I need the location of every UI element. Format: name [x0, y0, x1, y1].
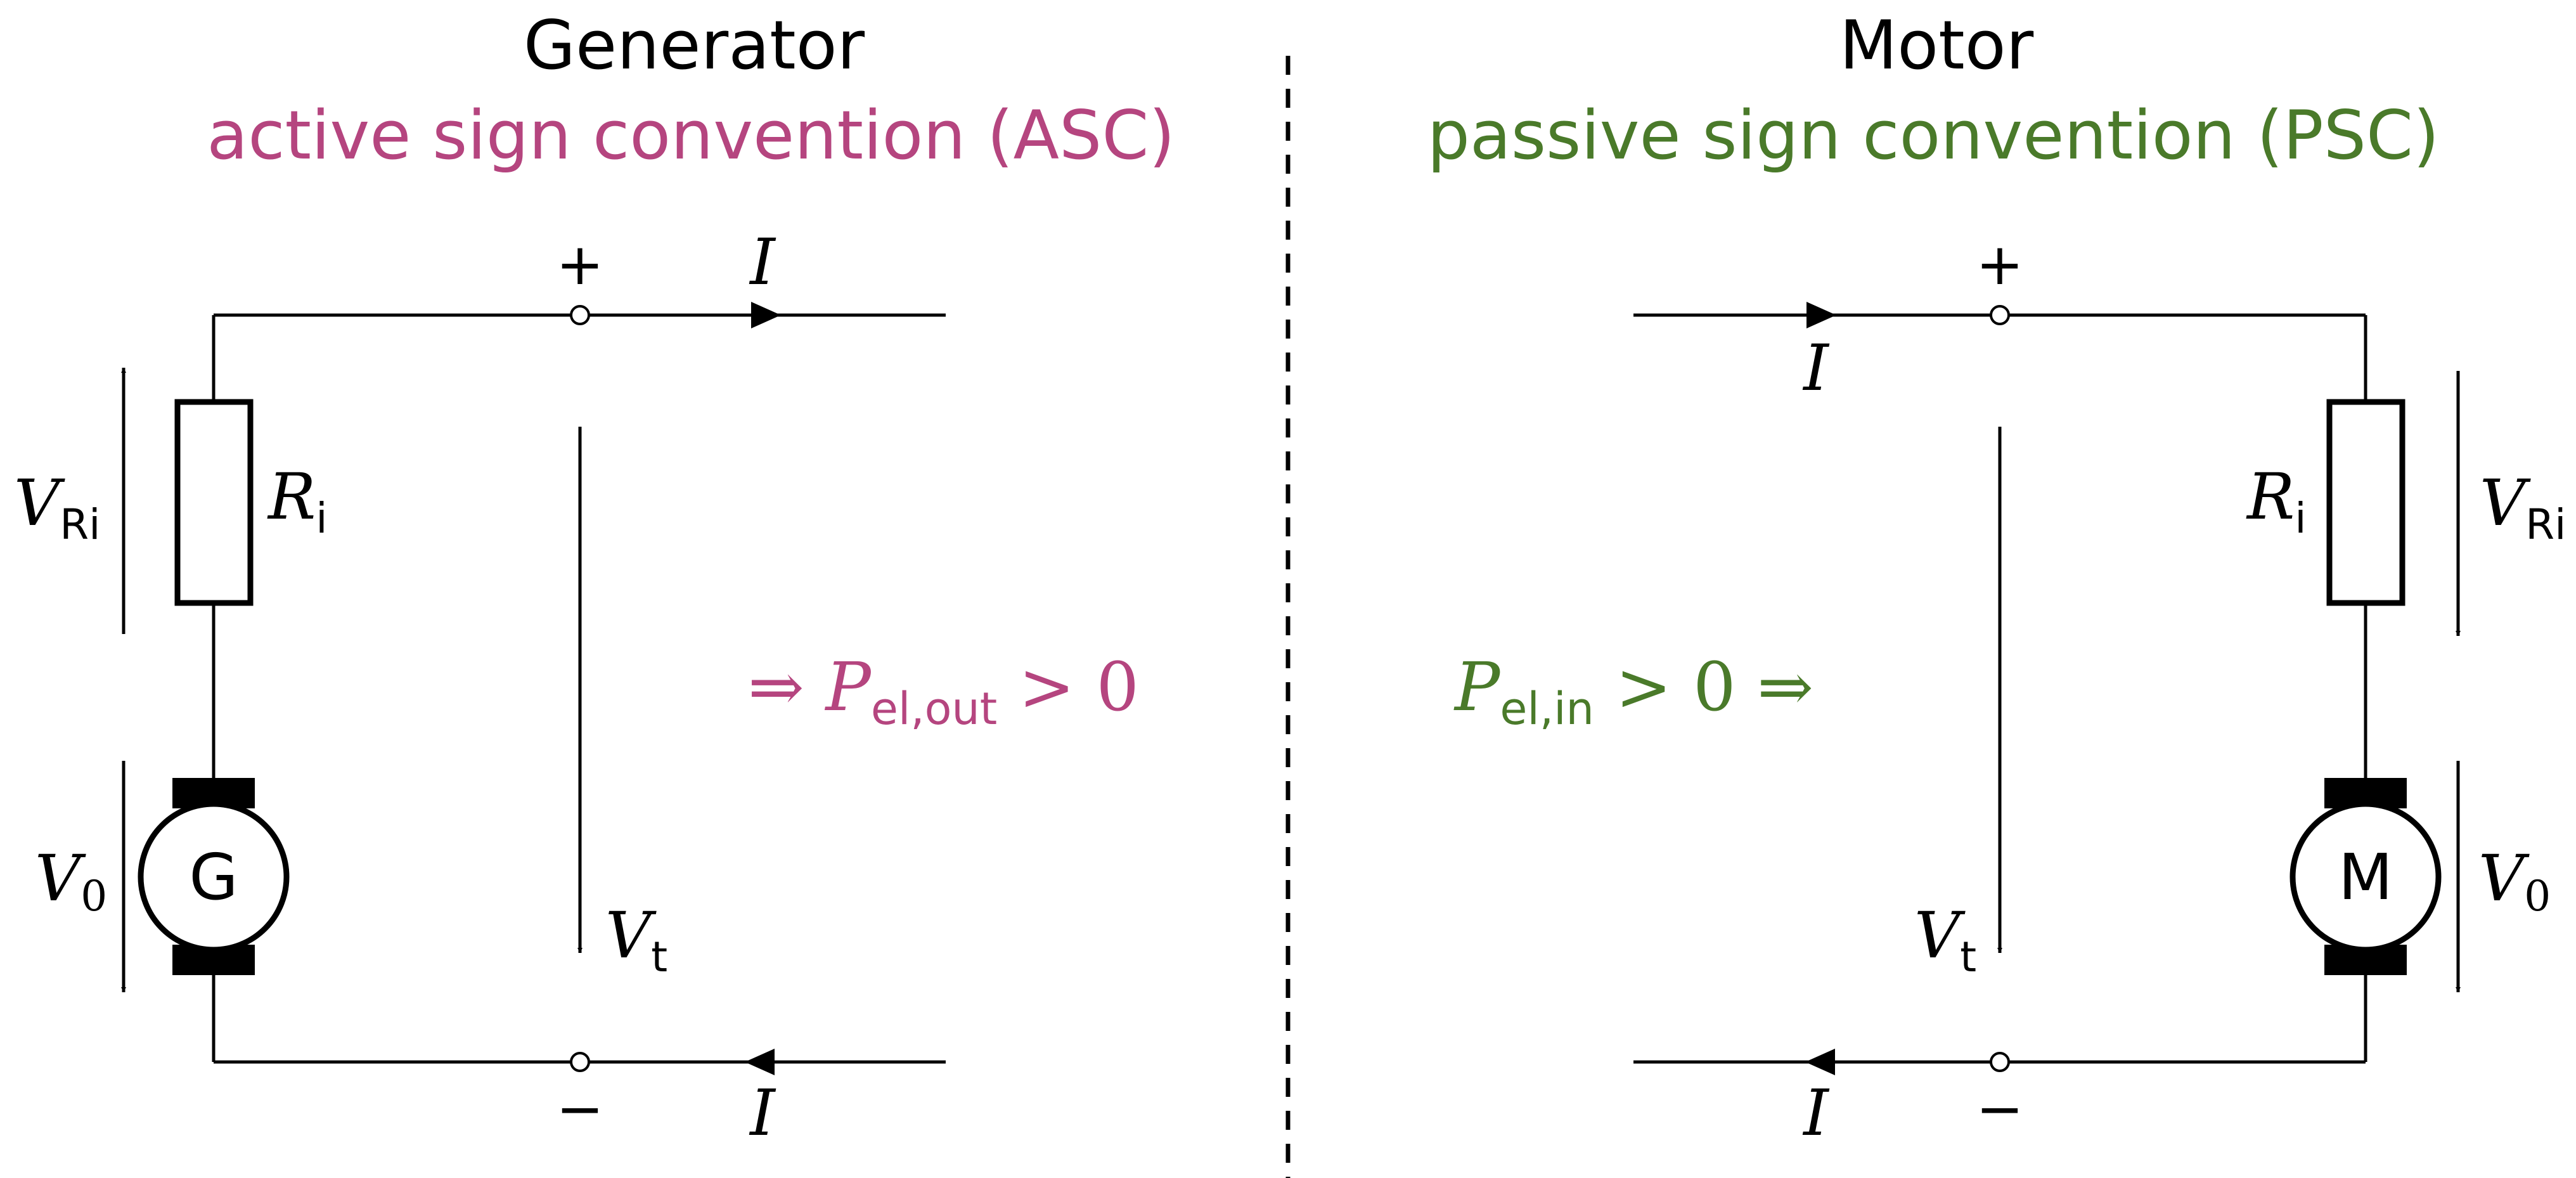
generator-plus-sign: +: [556, 231, 603, 298]
generator-v-resistor-label: VRi: [14, 466, 100, 549]
motor-machine-symbol: [2289, 801, 2442, 953]
generator-minus-sign: −: [556, 1076, 603, 1142]
generator-machine-letter: G: [189, 840, 238, 914]
generator-resistor-label: Ri: [267, 460, 328, 543]
motor-convention-label: passive sign convention (PSC): [1427, 96, 2440, 174]
generator-terminal-minus[interactable]: [570, 1052, 590, 1072]
motor-current-arrow-bottom: [1805, 1049, 1835, 1075]
motor-current-label-top: I: [1802, 331, 1830, 405]
generator-current-label-top: I: [749, 225, 776, 299]
motor-current-arrow-top: [1806, 302, 1836, 328]
generator-v-terminal-label: Vt: [605, 898, 667, 981]
motor-plus-sign: +: [1976, 231, 2023, 298]
generator-convention-label: active sign convention (ASC): [207, 96, 1175, 174]
motor-v-resistor-label: VRi: [2480, 466, 2566, 549]
motor-terminal-plus[interactable]: [1990, 305, 2010, 325]
generator-machine-symbol: [138, 801, 290, 953]
motor-panel: Motor passive sign convention (PSC) M + …: [1427, 6, 2566, 1150]
motor-terminal-minus[interactable]: [1990, 1052, 2010, 1072]
motor-resistor-label: Ri: [2246, 460, 2307, 543]
motor-v-terminal-label: Vt: [1914, 898, 1976, 981]
motor-internal-resistor: [2326, 399, 2405, 606]
generator-current-arrow-bottom: [745, 1049, 775, 1075]
motor-v-source-label: V0: [2478, 841, 2551, 921]
motor-minus-sign: −: [1976, 1076, 2023, 1142]
motor-machine-letter: M: [2338, 840, 2393, 914]
generator-title: Generator: [524, 6, 865, 84]
generator-panel: Generator active sign convention (ASC) G…: [14, 6, 1175, 1150]
motor-current-label-bottom: I: [1802, 1076, 1830, 1150]
generator-current-label-bottom: I: [749, 1076, 776, 1150]
motor-title: Motor: [1839, 6, 2034, 84]
motor-power-statement: Pel,in > 0 ⇒: [1453, 648, 1813, 735]
generator-internal-resistor: [174, 399, 254, 606]
generator-current-arrow-top: [751, 302, 781, 328]
generator-v-source-label: V0: [35, 841, 107, 921]
generator-power-statement: ⇒ Pel,out > 0: [748, 648, 1139, 735]
generator-terminal-plus[interactable]: [570, 305, 590, 325]
